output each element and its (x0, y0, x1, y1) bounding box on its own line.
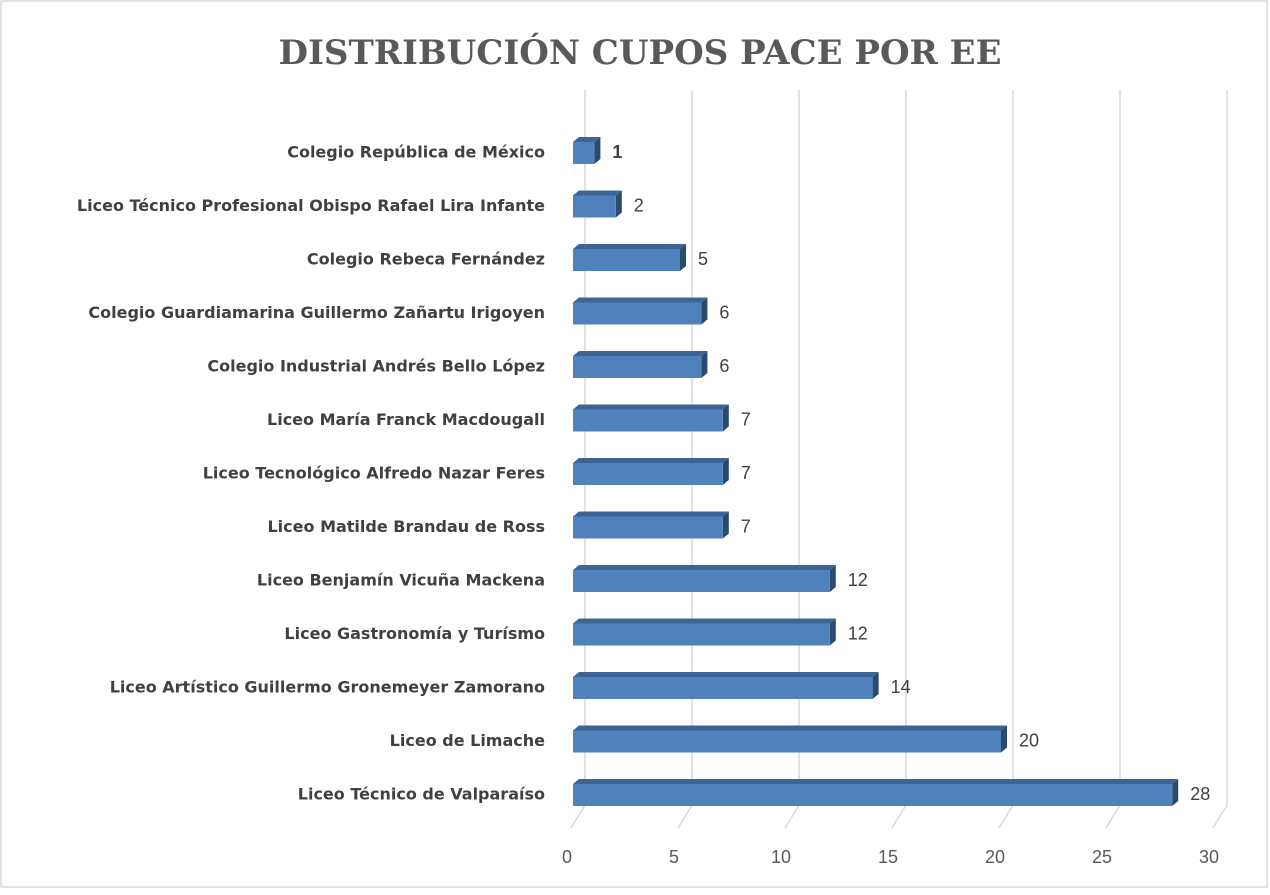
category-label: Colegio Guardiamarina Guillermo Zañartu … (88, 303, 545, 322)
bar-top (573, 511, 729, 517)
value-label: 12 (848, 570, 868, 590)
x-tick-label: 20 (985, 847, 1005, 867)
bar (573, 463, 723, 485)
bar (573, 623, 830, 646)
x-tick-label: 25 (1092, 847, 1112, 867)
value-label: 2 (634, 195, 644, 215)
value-label: 12 (848, 623, 868, 643)
value-label: 20 (1019, 730, 1039, 750)
value-label: 6 (719, 302, 729, 322)
x-tick-label: 5 (669, 847, 679, 867)
bar-top (573, 618, 836, 624)
bar-side (829, 618, 836, 646)
bar-side (1001, 725, 1007, 753)
bar-top (573, 458, 729, 463)
bar-top (573, 190, 622, 196)
category-label: Liceo Tecnológico Alfredo Nazar Feres (203, 464, 545, 483)
bar-side (872, 672, 879, 699)
bar (573, 356, 702, 378)
value-label: 7 (741, 516, 751, 536)
x-tick-label: 10 (771, 847, 791, 867)
bar-side (1172, 779, 1179, 806)
bar-top (573, 351, 708, 356)
bar-top (573, 297, 708, 303)
bar-top (573, 672, 879, 677)
bar (573, 249, 680, 271)
x-tick-label: 30 (1199, 847, 1219, 867)
bar (573, 409, 723, 432)
bar (573, 570, 830, 592)
value-label: 6 (719, 356, 729, 376)
value-label: 5 (698, 249, 708, 269)
bar-side (701, 351, 708, 378)
bar (573, 195, 616, 218)
bar-side (722, 404, 729, 432)
bar-side (594, 137, 601, 164)
bar-side (680, 244, 686, 271)
bar-top (573, 244, 686, 249)
bar-top (573, 779, 1179, 784)
category-label: Liceo María Franck Macdougall (267, 410, 545, 429)
bar-top (573, 725, 1007, 731)
bar (573, 784, 1173, 806)
bar (573, 677, 873, 699)
category-label: Liceo Técnico Profesional Obispo Rafael … (77, 196, 545, 215)
bar-side (615, 190, 622, 218)
x-tick-label: 15 (878, 847, 898, 867)
bar (573, 302, 702, 325)
value-label: 28 (1190, 784, 1210, 804)
category-label: Liceo de Limache (390, 731, 545, 750)
bar (573, 730, 1001, 753)
value-label: 7 (741, 409, 751, 429)
bar-side (829, 565, 836, 592)
category-label: Liceo Benjamín Vicuña Mackena (257, 571, 545, 590)
bar (573, 142, 595, 164)
category-label: Colegio Rebeca Fernández (307, 250, 545, 269)
value-label: 1 (612, 142, 622, 162)
bar-top (573, 565, 836, 570)
category-label: Liceo Matilde Brandau de Ross (267, 517, 545, 536)
bar-side (722, 511, 729, 539)
category-label: Liceo Gastronomía y Turísmo (284, 624, 545, 643)
chart-title: DISTRIBUCIÓN CUPOS PACE POR EE (279, 32, 1002, 73)
value-label: 7 (741, 463, 751, 483)
category-label: Colegio Industrial Andrés Bello López (207, 357, 545, 376)
x-tick-label: 0 (562, 847, 572, 867)
category-label: Liceo Técnico de Valparaíso (298, 785, 545, 804)
grid-line (1212, 90, 1228, 829)
bar-side (722, 458, 729, 485)
bar-top (573, 404, 729, 410)
bar (573, 516, 723, 539)
category-label: Colegio República de México (287, 143, 545, 162)
bar-top (573, 137, 601, 142)
value-label: 14 (891, 677, 911, 697)
category-label: Liceo Artístico Guillermo Gronemeyer Zam… (110, 678, 545, 697)
bar-side (701, 297, 708, 325)
